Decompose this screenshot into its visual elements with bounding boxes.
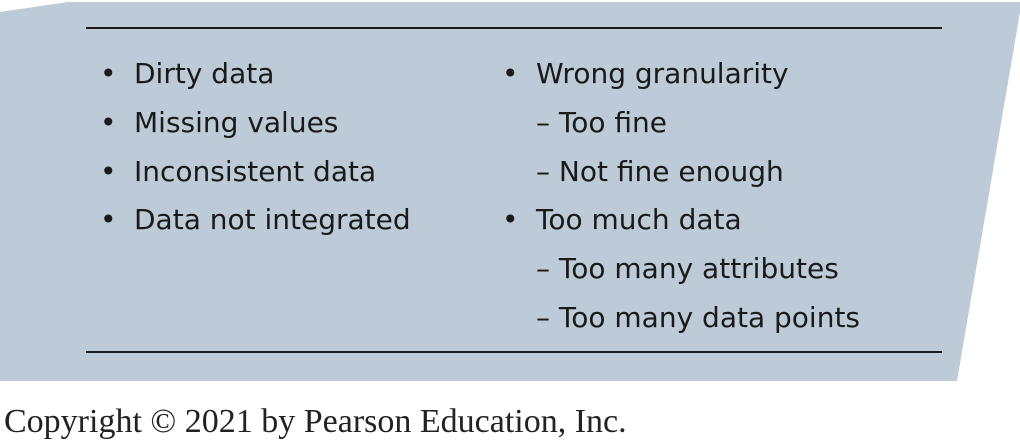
bullet-icon: •: [502, 57, 519, 90]
bullet-icon: •: [100, 105, 117, 139]
sub-list-item-label: – Too many attributes: [536, 252, 839, 286]
right-column-list: • Wrong granularity – Too fine – Not fine…: [502, 50, 860, 343]
list-item: • Missing values: [100, 99, 411, 148]
list-item-label: Inconsistent data: [134, 154, 377, 188]
bottom-rule: [86, 351, 942, 353]
list-item-label: Missing values: [134, 105, 339, 139]
list-item-label: Too much data: [536, 203, 742, 237]
sub-list-item: – Too many attributes: [502, 245, 860, 294]
sub-list-item-label: – Too many data points: [536, 300, 861, 334]
list-item: • Inconsistent data: [100, 148, 411, 197]
bullet-icon: •: [502, 203, 519, 237]
sub-list-item: – Too fine: [502, 99, 860, 148]
bullet-icon: •: [100, 154, 117, 188]
list-item-label: Data not integrated: [134, 203, 411, 237]
top-rule: [86, 27, 942, 29]
list-item: • Data not integrated: [100, 196, 411, 245]
list-item-label: Dirty data: [134, 57, 275, 90]
sub-list-item: – Not fine enough: [502, 148, 860, 197]
list-item: • Too much data: [502, 196, 860, 245]
left-column-list: • Dirty data • Missing values • Inconsisten…: [100, 50, 411, 245]
list-item: • Wrong granularity: [502, 50, 860, 99]
sub-list-item-label: – Too fine: [536, 105, 668, 139]
sub-list-item-label: – Not fine enough: [536, 154, 784, 188]
bullet-icon: •: [100, 203, 117, 237]
list-item-label: Wrong granularity: [536, 57, 789, 90]
bullet-icon: •: [100, 57, 117, 90]
panel-parallelogram: [0, 2, 1020, 381]
sub-list-item: – Too many data points: [502, 294, 860, 343]
copyright-notice: Copyright © 2021 by Pearson Education, I…: [4, 403, 627, 440]
list-item: • Dirty data: [100, 50, 411, 99]
